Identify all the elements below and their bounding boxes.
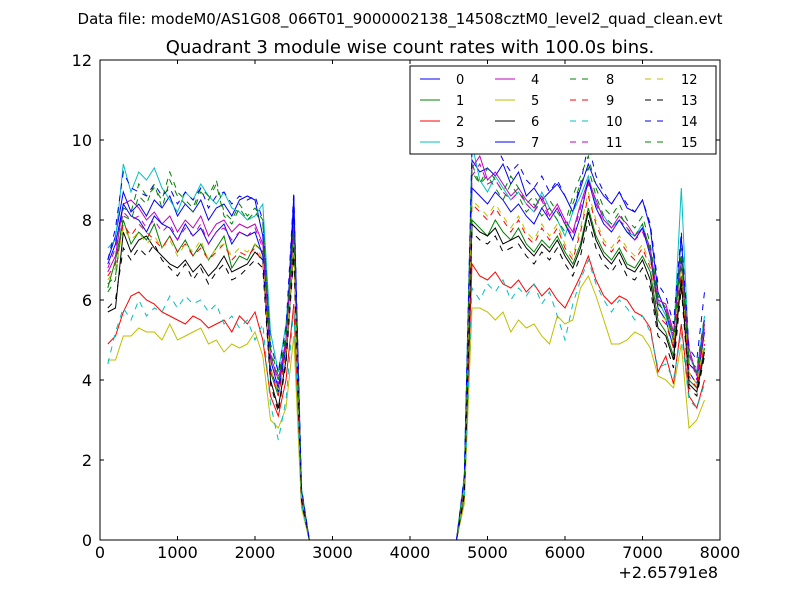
y-tick-label: 10 — [72, 131, 92, 150]
y-tick-label: 6 — [82, 291, 92, 310]
series-line-8 — [107, 154, 705, 541]
y-tick-label: 4 — [82, 371, 92, 390]
legend-label-1: 1 — [456, 94, 464, 109]
x-tick-label: 1000 — [157, 543, 198, 562]
series-line-15 — [107, 163, 705, 541]
legend-label-15: 15 — [681, 136, 698, 151]
series-line-4 — [107, 154, 705, 541]
x-tick-label: 4000 — [390, 543, 431, 562]
series-line-7 — [107, 179, 705, 541]
series-line-3 — [107, 143, 705, 541]
legend-label-0: 0 — [456, 73, 464, 88]
chart-suptitle: Data file: modeM0/AS1G08_066T01_90000021… — [78, 10, 723, 29]
series-line-6 — [107, 211, 705, 541]
legend-label-2: 2 — [456, 115, 464, 130]
legend-label-7: 7 — [531, 136, 539, 151]
series-line-2 — [107, 254, 705, 541]
x-tick-label: 3000 — [312, 543, 353, 562]
legend-label-14: 14 — [681, 115, 698, 130]
legend-label-10: 10 — [606, 115, 623, 130]
legend-label-4: 4 — [531, 73, 539, 88]
x-tick-label: 0 — [95, 543, 105, 562]
series-line-11 — [107, 162, 705, 541]
series-line-10 — [107, 258, 705, 541]
legend-label-11: 11 — [606, 136, 623, 151]
series-line-13 — [107, 219, 705, 541]
y-tick-label: 0 — [82, 531, 92, 550]
series-line-14 — [107, 134, 705, 541]
x-tick-label: 8000 — [700, 543, 741, 562]
y-tick-label: 2 — [82, 451, 92, 470]
legend-label-6: 6 — [531, 115, 539, 130]
x-tick-label: 6000 — [545, 543, 586, 562]
legend-label-5: 5 — [531, 94, 539, 109]
legend-label-12: 12 — [681, 73, 698, 88]
series-layer — [107, 134, 705, 541]
series-line-9 — [107, 195, 705, 541]
legend-label-3: 3 — [456, 136, 464, 151]
series-line-0 — [107, 158, 705, 541]
x-tick-label: 7000 — [622, 543, 663, 562]
axis-ticks: 0 1000 2000 3000 4000 5000 6000 7000 80000246810… — [72, 51, 741, 562]
series-line-12 — [107, 191, 705, 541]
legend-box — [409, 65, 717, 155]
x-tick-label: 5000 — [467, 543, 508, 562]
x-axis-offset-label: +2.65791e8 — [618, 563, 718, 582]
legend-label-8: 8 — [606, 73, 614, 88]
legend-label-13: 13 — [681, 94, 698, 109]
series-line-5 — [107, 274, 705, 541]
chart-title: Quadrant 3 module wise count rates with … — [166, 37, 655, 58]
y-tick-label: 12 — [72, 51, 92, 70]
y-tick-label: 8 — [82, 211, 92, 230]
legend-label-9: 9 — [606, 94, 614, 109]
x-tick-label: 2000 — [235, 543, 276, 562]
